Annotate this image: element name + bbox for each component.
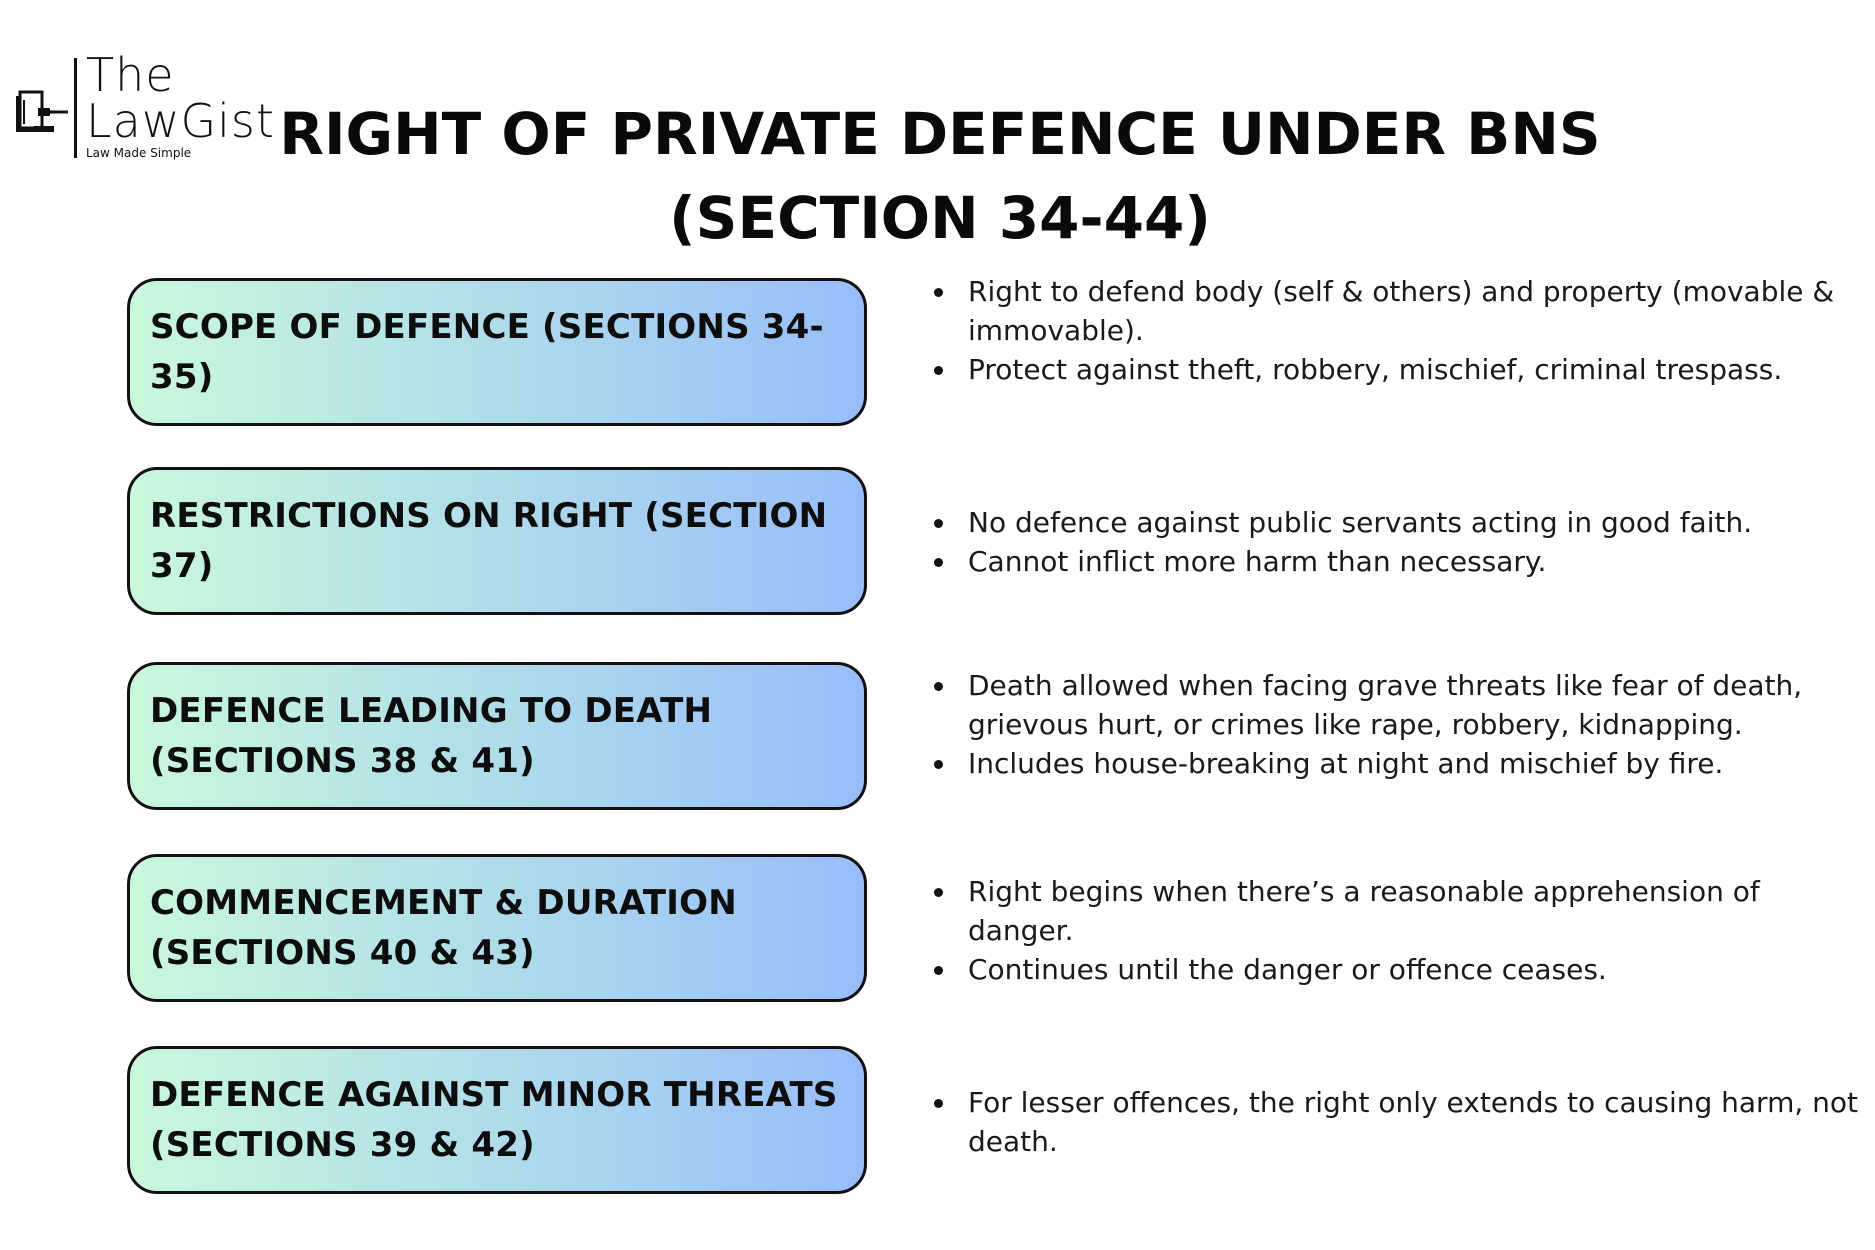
section-label: DEFENCE LEADING TO DEATH (SECTIONS 38 & … [150,691,713,781]
section-label: COMMENCEMENT & DURATION (SECTIONS 40 & 4… [150,883,737,973]
section-label: SCOPE OF DEFENCE (SECTIONS 34-35) [150,307,824,397]
section-points-scope: Right to defend body (self & others) and… [920,272,1860,389]
section-box-minor: DEFENCE AGAINST MINOR THREATS (SECTIONS … [127,1046,867,1194]
bullet-point: For lesser offences, the right only exte… [934,1083,1860,1161]
logo-wordmark: The LawGist [86,52,275,144]
section-label: RESTRICTIONS ON RIGHT (SECTION 37) [150,496,828,586]
section-points-death: Death allowed when facing grave threats … [920,666,1860,783]
bullet-point: Includes house-breaking at night and mis… [934,744,1860,783]
section-points-commencement: Right begins when there’s a reasonable a… [920,872,1860,989]
section-box-commencement: COMMENCEMENT & DURATION (SECTIONS 40 & 4… [127,854,867,1002]
section-box-scope: SCOPE OF DEFENCE (SECTIONS 34-35) [127,278,867,426]
page-title: RIGHT OF PRIVATE DEFENCE UNDER BNS (SECT… [279,100,1601,252]
bullet-point: Protect against theft, robbery, mischief… [934,350,1860,389]
book-gavel-icon [16,90,68,132]
section-label: DEFENCE AGAINST MINOR THREATS (SECTIONS … [150,1075,838,1165]
bullet-point: Cannot inflict more harm than necessary. [934,542,1860,581]
logo-line-2: LawGist [86,94,275,148]
section-points-restrictions: No defence against public servants actin… [920,503,1860,581]
section-points-minor: For lesser offences, the right only exte… [920,1083,1860,1161]
bullet-point: Death allowed when facing grave threats … [934,666,1860,744]
logo-tagline: Law Made Simple [86,146,192,160]
section-box-death: DEFENCE LEADING TO DEATH (SECTIONS 38 & … [127,662,867,810]
logo: The LawGist Law Made Simple [12,52,274,168]
logo-divider [74,58,77,158]
bullet-point: Right to defend body (self & others) and… [934,272,1860,350]
logo-line-1: The [86,48,175,102]
section-box-restrictions: RESTRICTIONS ON RIGHT (SECTION 37) [127,467,867,615]
bullet-point: Continues until the danger or offence ce… [934,950,1860,989]
bullet-point: Right begins when there’s a reasonable a… [934,872,1860,950]
bullet-point: No defence against public servants actin… [934,503,1860,542]
